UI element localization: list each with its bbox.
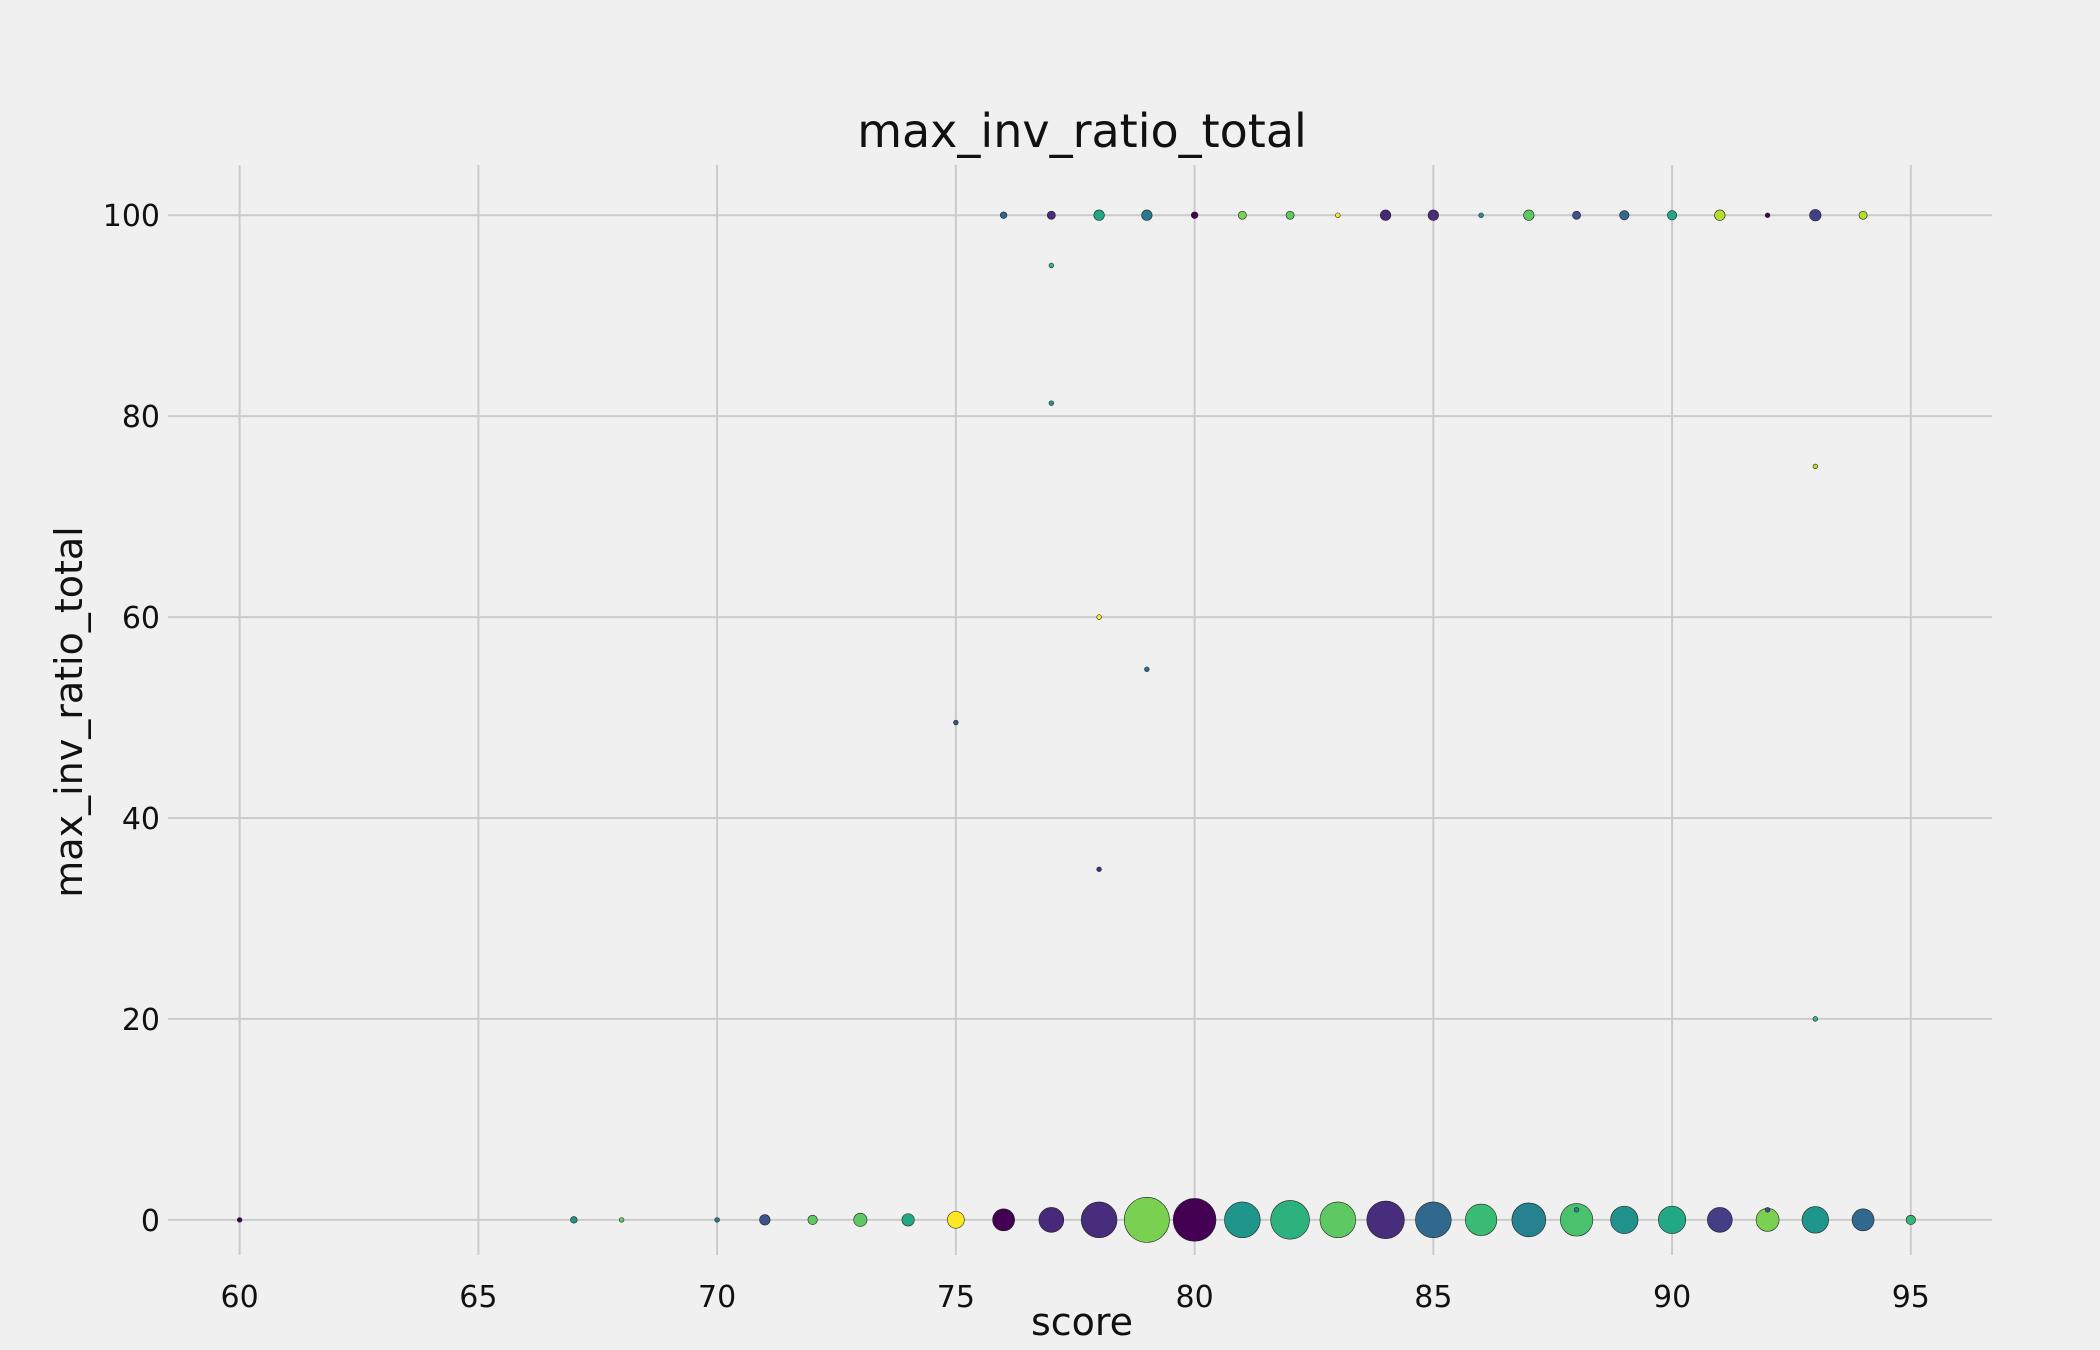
x-tick-label: 85: [1414, 1280, 1452, 1315]
data-point: [1858, 210, 1868, 220]
data-point: [1096, 614, 1102, 620]
data-point: [1190, 211, 1199, 219]
data-point: [1237, 210, 1247, 220]
data-points: [236, 209, 1916, 1243]
data-point: [1801, 1206, 1829, 1234]
data-point: [853, 1212, 868, 1227]
data-point: [1366, 1200, 1405, 1239]
data-point: [570, 1216, 578, 1224]
data-point: [759, 1214, 771, 1226]
data-point: [1093, 209, 1105, 221]
data-point: [1619, 210, 1630, 221]
data-point: [1809, 209, 1822, 222]
y-tick-label: 40: [122, 802, 160, 837]
y-tick-label: 60: [122, 601, 160, 636]
data-point: [1573, 1207, 1580, 1213]
data-point: [1523, 209, 1535, 221]
data-point: [1465, 1203, 1498, 1236]
data-point: [1812, 1016, 1818, 1022]
data-point: [1380, 209, 1392, 221]
data-point: [1427, 209, 1439, 221]
x-tick-label: 65: [459, 1280, 497, 1315]
tick-labels: 60 65 70 75 80 85 90 95 0 20 40 60 80 100: [103, 199, 1930, 1315]
x-tick-label: 70: [698, 1280, 736, 1315]
data-point: [1511, 1202, 1547, 1238]
data-point: [953, 719, 959, 726]
data-point: [947, 1211, 965, 1229]
data-point: [1144, 666, 1150, 672]
data-point: [1714, 209, 1726, 221]
data-point: [1478, 212, 1484, 218]
data-point: [1285, 210, 1295, 220]
x-tick-label: 80: [1176, 1280, 1214, 1315]
data-point: [1560, 1203, 1594, 1237]
data-point: [1038, 1207, 1065, 1233]
data-point: [1046, 210, 1056, 220]
data-point: [1048, 400, 1055, 406]
data-point: [1224, 1201, 1261, 1239]
y-tick-label: 80: [122, 400, 160, 435]
data-point: [1667, 210, 1678, 221]
data-point: [1610, 1205, 1639, 1234]
grid-lines: [168, 165, 1992, 1255]
data-point: [807, 1214, 818, 1225]
data-point: [1707, 1207, 1733, 1233]
data-point: [618, 1217, 625, 1223]
data-point: [1172, 1198, 1217, 1242]
x-tick-label: 90: [1653, 1280, 1691, 1315]
data-point: [1851, 1208, 1875, 1232]
y-tick-label: 20: [122, 1003, 160, 1038]
y-axis-label: max_inv_ratio_total: [47, 526, 91, 897]
data-point: [1658, 1205, 1687, 1234]
data-point: [1096, 866, 1102, 872]
x-tick-label: 75: [937, 1280, 975, 1315]
x-axis-label: score: [1031, 1300, 1133, 1344]
data-point: [1080, 1201, 1118, 1239]
data-point: [1764, 1207, 1771, 1213]
data-point: [236, 1217, 243, 1223]
chart-title: max_inv_ratio_total: [857, 104, 1307, 158]
data-point: [1415, 1201, 1452, 1239]
data-point: [1335, 212, 1341, 218]
data-point: [1124, 1196, 1170, 1243]
data-point: [714, 1217, 720, 1223]
data-point: [992, 1208, 1015, 1232]
data-point: [1270, 1200, 1310, 1240]
x-tick-label: 95: [1892, 1280, 1930, 1315]
data-point: [1572, 210, 1581, 220]
data-point: [999, 211, 1008, 219]
data-point: [1905, 1214, 1916, 1225]
x-tick-label: 60: [221, 1280, 259, 1315]
data-point: [1812, 463, 1818, 470]
y-tick-label: 100: [103, 199, 160, 234]
data-point: [1141, 209, 1153, 221]
data-point: [1048, 262, 1055, 269]
data-point: [1319, 1201, 1357, 1239]
y-tick-label: 0: [141, 1204, 160, 1239]
data-point: [901, 1213, 915, 1227]
data-point: [1764, 212, 1771, 218]
